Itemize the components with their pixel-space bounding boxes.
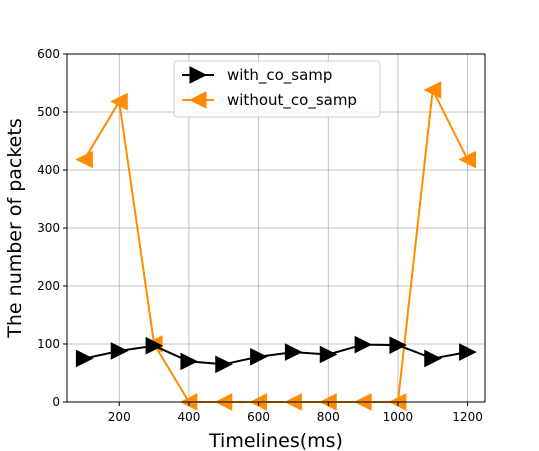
data-point (459, 343, 477, 361)
y-tick-label: 600 (37, 47, 60, 61)
data-point (180, 352, 199, 371)
y-tick-label: 0 (52, 395, 60, 409)
x-tick-label: 800 (317, 410, 340, 424)
legend-label: with_co_samp (227, 66, 332, 85)
y-axis-title: The number of packets (4, 118, 26, 338)
data-point (215, 355, 233, 374)
legend-marker (188, 91, 207, 109)
legend-box (173, 60, 381, 118)
data-point (284, 343, 303, 361)
data-point (75, 349, 94, 368)
data-point (250, 347, 268, 366)
legend-label: without_co_samp (227, 91, 357, 110)
y-tick-label: 200 (37, 279, 60, 293)
data-point (110, 342, 129, 360)
series-with-co-samp (75, 335, 477, 374)
x-tick-label: 1000 (383, 410, 414, 424)
legend-entry-with-co-samp: with_co_samp (182, 66, 332, 85)
axes-layer: 200 400 600 800 1000 1200 0 100 200 300 400 500 600 T… (4, 47, 486, 451)
x-tick-label: 1200 (452, 410, 483, 424)
x-tick-label: 400 (177, 410, 200, 424)
data-point (458, 150, 477, 169)
series-without-co-samp (75, 81, 477, 411)
data-point (354, 335, 373, 354)
y-tick-label: 500 (37, 105, 60, 119)
series-line (84, 343, 468, 366)
y-tick-label: 400 (37, 163, 60, 177)
data-point (110, 92, 128, 111)
series-layer (75, 81, 477, 411)
legend-marker (189, 66, 208, 84)
data-point (423, 81, 442, 99)
x-tick-label: 200 (108, 410, 131, 424)
data-point (389, 336, 408, 354)
data-point (75, 150, 93, 169)
x-axis-title: Timelines(ms) (208, 430, 343, 451)
x-tick-label: 600 (247, 410, 270, 424)
y-tick-label: 100 (37, 337, 60, 351)
data-point (145, 336, 164, 355)
legend-entry-without-co-samp: without_co_samp (182, 91, 357, 110)
legend: with_co_samp without_co_samp (173, 60, 381, 118)
y-tick-label: 300 (37, 221, 60, 235)
data-point (424, 349, 442, 368)
data-point (319, 345, 338, 364)
